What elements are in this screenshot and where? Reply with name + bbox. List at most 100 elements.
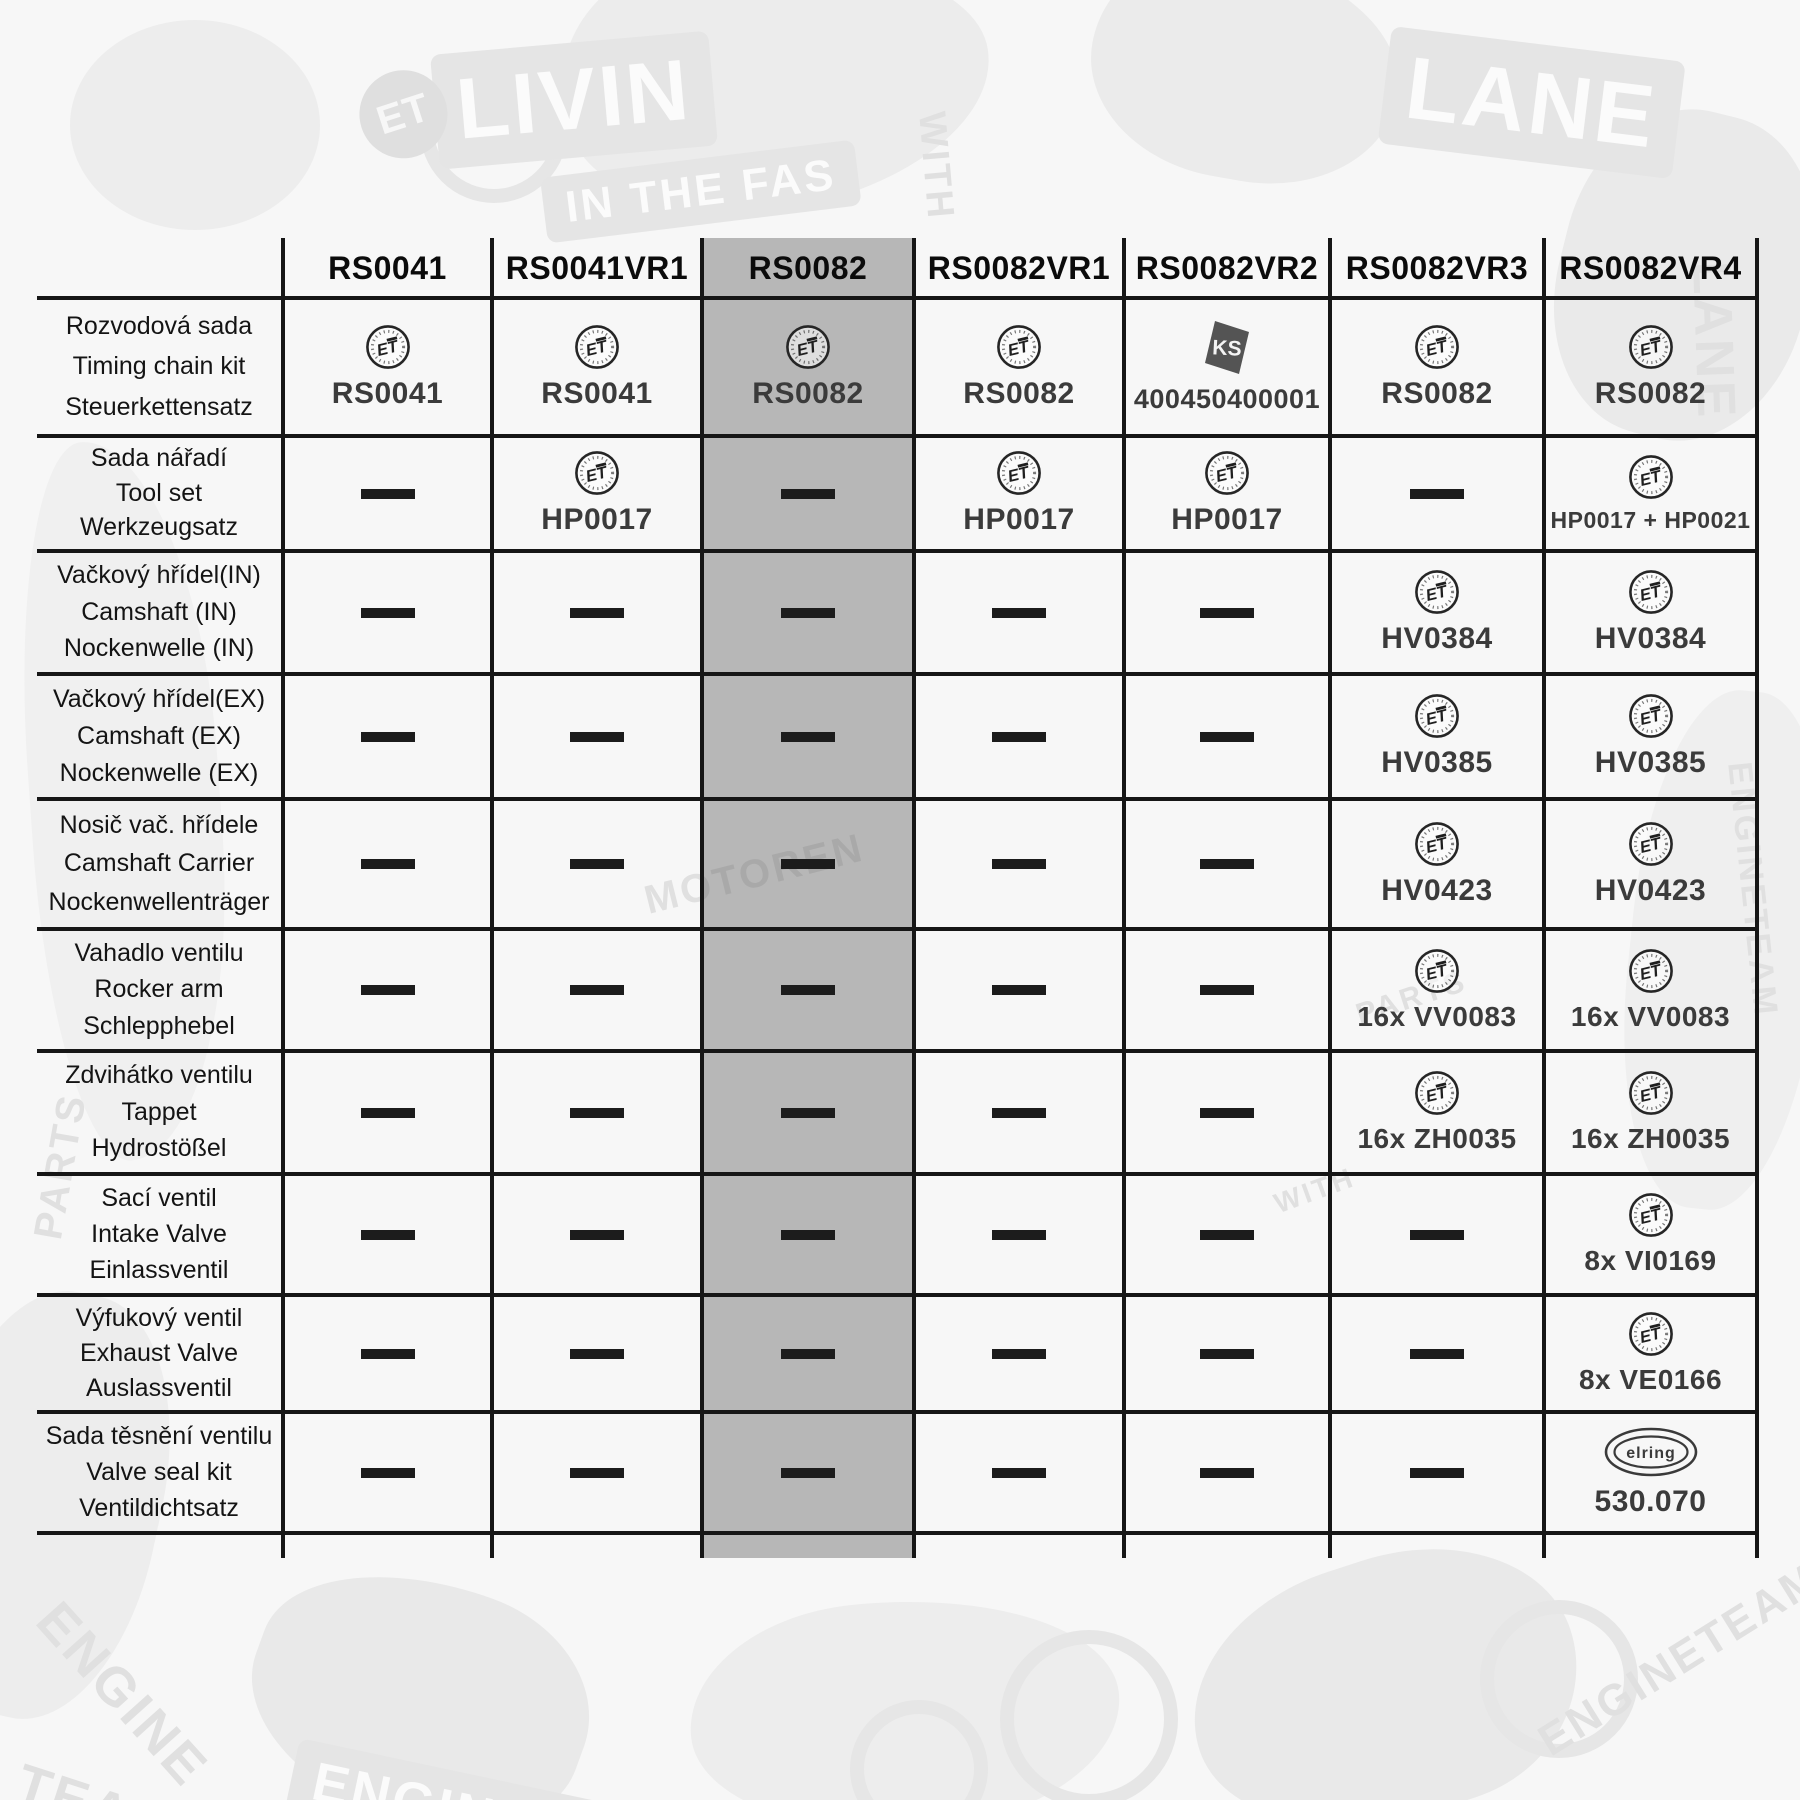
engine-team-logo-icon: ET (1415, 324, 1459, 369)
engine-team-logo-icon: ET (575, 451, 619, 495)
part-number: RS0082 (1381, 376, 1493, 410)
row-label: Výfukový ventil Exhaust Valve Auslassventi… (37, 1297, 281, 1410)
not-available-dash (570, 1107, 624, 1118)
part-number: HP0017 (1171, 503, 1283, 536)
svg-text:ET: ET (1637, 466, 1664, 489)
engine-team-logo-icon: ET (997, 324, 1041, 369)
not-available-dash (1410, 1229, 1464, 1240)
not-available-dash (992, 1348, 1046, 1359)
background-blob (70, 20, 320, 230)
highlighted-column-band (700, 238, 916, 1558)
engine-team-logo-icon: ET (1628, 1312, 1673, 1356)
background-wheel-ring (1000, 1630, 1178, 1800)
engine-team-logo-icon: ET (1628, 454, 1673, 499)
svg-text:ET: ET (1637, 706, 1664, 729)
row-label-en: Camshaft (IN) (81, 597, 237, 626)
table-cell (1332, 438, 1542, 549)
engine-team-logo-icon: ET (1628, 1193, 1673, 1237)
not-available-dash (1410, 488, 1464, 499)
vertical-grid-line (1328, 238, 1332, 1558)
table-cell: ET 16x ZH0035 (1546, 1053, 1755, 1172)
not-available-dash (992, 607, 1046, 618)
part-number: 16x ZH0035 (1357, 1123, 1517, 1154)
not-available-dash (1410, 1348, 1464, 1359)
part-number: RS0082 (1594, 376, 1707, 410)
row-label: Vahadlo ventilu Rocker arm Schlepphebel (37, 931, 281, 1049)
row-label: Sací ventil Intake Valve Einlassventil (37, 1176, 281, 1293)
engine-team-logo-icon: ET (365, 324, 410, 369)
svg-text:ET: ET (1637, 336, 1664, 359)
row-label-en: Exhaust Valve (80, 1338, 238, 1367)
row-label-de: Nockenwelle (IN) (63, 634, 255, 663)
table-cell (704, 676, 912, 797)
row-label-cs: Výfukový ventil (75, 1303, 243, 1332)
not-available-dash (781, 607, 835, 618)
not-available-dash (1200, 1348, 1254, 1359)
horizontal-grid-line (37, 1293, 1759, 1297)
part-number: HV0423 (1381, 873, 1493, 907)
table-cell (285, 438, 490, 549)
table-cell (494, 1297, 700, 1410)
part-number: HV0385 (1594, 746, 1707, 779)
engine-team-logo-icon: ET (1628, 324, 1673, 369)
not-available-dash (992, 1107, 1046, 1118)
not-available-dash (1200, 985, 1254, 995)
horizontal-grid-line (37, 1049, 1759, 1053)
vertical-grid-line (1542, 238, 1546, 1558)
table-cell (494, 1414, 700, 1531)
not-available-dash (781, 488, 835, 499)
row-label-cs: Sada těsnění ventilu (45, 1421, 273, 1450)
table-cell (704, 553, 912, 672)
row-label-de: Einlassventil (89, 1255, 229, 1284)
vertical-grid-line (490, 238, 494, 1558)
row-label-de: Hydrostößel (91, 1134, 227, 1163)
part-number: HV0423 (1594, 873, 1707, 907)
not-available-dash (360, 607, 415, 618)
engine-team-logo-icon: ET (1628, 694, 1673, 738)
table-cell (285, 1053, 490, 1172)
table-cell (916, 1297, 1122, 1410)
table-cell (916, 1176, 1122, 1293)
part-number: 8x VI0169 (1584, 1245, 1717, 1276)
table-cell: ET HP0017 (494, 438, 700, 549)
part-number: HV0384 (1594, 622, 1707, 655)
svg-text:ET: ET (1424, 336, 1451, 359)
part-number: 530.070 (1594, 1485, 1707, 1518)
svg-text:ET: ET (1637, 1324, 1664, 1347)
table-cell: ET RS0082 (916, 300, 1122, 434)
engine-team-logo-icon: ET (1415, 948, 1459, 993)
part-number: HP0017 (963, 503, 1075, 536)
kolbenschmidt-logo-icon: KS (1205, 321, 1249, 374)
not-available-dash (360, 1467, 415, 1478)
table-cell (916, 1414, 1122, 1531)
table-cell (1126, 676, 1328, 797)
engine-team-logo-icon: ET (1628, 948, 1673, 993)
not-available-dash (781, 1467, 835, 1478)
not-available-dash (570, 859, 624, 869)
row-label-cs: Sací ventil (101, 1183, 217, 1212)
not-available-dash (781, 1348, 835, 1359)
horizontal-grid-line (37, 797, 1759, 801)
not-available-dash (570, 1229, 624, 1240)
svg-text:KS: KS (1212, 336, 1242, 360)
engine-team-logo-icon: ET (786, 324, 830, 369)
table-cell (916, 931, 1122, 1049)
table-cell (916, 1053, 1122, 1172)
table-cell (285, 801, 490, 927)
table-cell (285, 1297, 490, 1410)
not-available-dash (360, 1107, 415, 1118)
column-header-rs0082vr3: RS0082VR3 (1345, 249, 1529, 286)
part-number: HP0017 (541, 503, 653, 536)
table-cell (1332, 1297, 1542, 1410)
part-number: RS0082 (963, 376, 1075, 410)
not-available-dash (570, 1348, 624, 1359)
row-label-cs: Rozvodová sada (65, 311, 253, 340)
part-number: HP0017 + HP0021 (1550, 506, 1751, 533)
svg-text:ET: ET (1424, 1083, 1451, 1106)
horizontal-grid-line (37, 927, 1759, 931)
engine-team-logo-icon: ET (1628, 570, 1673, 614)
table-cell (285, 1176, 490, 1293)
not-available-dash (1200, 1467, 1254, 1478)
table-cell: ET RS0041 (285, 300, 490, 434)
